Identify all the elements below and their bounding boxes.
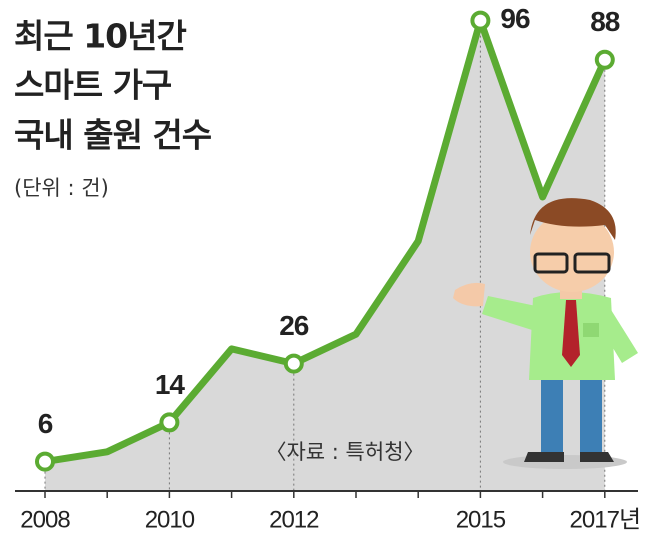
- point-marker: [159, 412, 180, 433]
- title-line: 스마트 가구: [14, 66, 172, 105]
- title-line: 최근 10년간: [14, 17, 186, 56]
- value-label: 96: [500, 3, 530, 34]
- value-label: 88: [590, 6, 620, 37]
- x-tick-label: 2012: [269, 506, 319, 533]
- point-marker: [470, 10, 491, 31]
- value-label: 26: [279, 310, 309, 341]
- line: [44, 17, 608, 466]
- x-tick-label: 2015: [456, 506, 506, 533]
- point-marker: [283, 353, 304, 374]
- value-label: 6: [38, 408, 53, 439]
- area: [45, 20, 605, 491]
- subtitle: (단위 : 건): [14, 176, 109, 200]
- source: 〈자료 : 특허청〉: [265, 440, 424, 464]
- point-marker: [35, 451, 55, 472]
- text-layer: 최근 10년간 스마트 가구 국내 출원 건수 (단위 : 건) 〈자료 : 특…: [14, 3, 641, 533]
- person-illustration: [453, 198, 638, 469]
- plot: [15, 10, 638, 498]
- x-tick-label: 2010: [145, 506, 195, 533]
- x-tick-label: 2017년: [570, 506, 640, 533]
- x-tick-label: 2008: [20, 506, 70, 533]
- title-line: 국내 출원 건수: [14, 116, 212, 155]
- point-marker: [594, 49, 615, 70]
- value-label: 14: [155, 369, 186, 400]
